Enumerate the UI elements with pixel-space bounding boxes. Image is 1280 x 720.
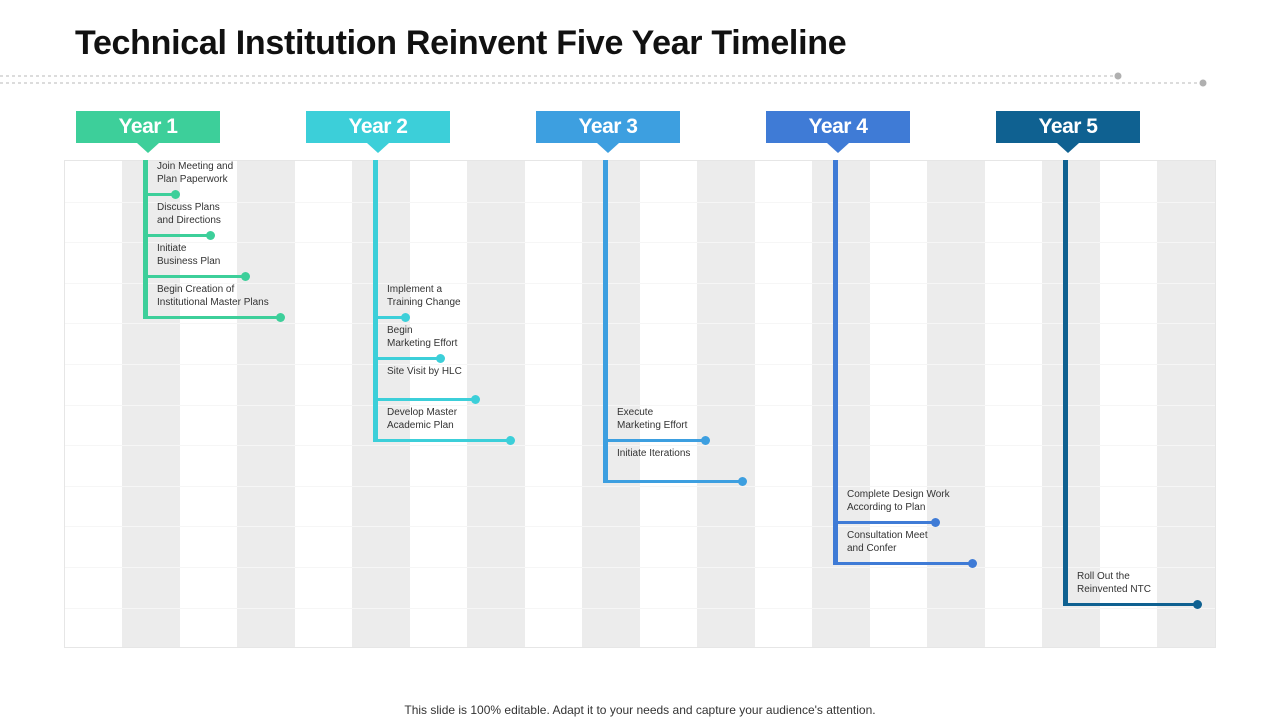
task-label: Roll Out the Reinvented NTC <box>1077 571 1151 595</box>
task-label: Complete Design Work According to Plan <box>847 489 950 513</box>
year-3-arrow <box>597 143 619 153</box>
year-3-connector <box>603 160 608 483</box>
year-5-arrow <box>1057 143 1079 153</box>
grid-row-line <box>65 282 1215 284</box>
task-label: Consultation Meet and Confer <box>847 530 928 554</box>
grid-row-line <box>65 364 1215 365</box>
timeline-grid-background <box>64 160 1216 648</box>
decorative-dotted-lines <box>0 72 1207 87</box>
task-dot <box>241 272 250 281</box>
task-label: Initiate Business Plan <box>157 243 221 267</box>
grid-stripe <box>467 161 525 647</box>
task-dot <box>471 395 480 404</box>
task-label: Join Meeting and Plan Paperwork <box>157 161 234 185</box>
grid-stripe <box>697 161 755 647</box>
task-dot <box>968 559 977 568</box>
task-bar <box>603 480 740 483</box>
year-header-2: Year 2 <box>306 111 450 143</box>
grid-stripe <box>352 161 410 647</box>
year-5-connector <box>1063 160 1068 606</box>
task-bar <box>373 398 473 401</box>
grid-row-line <box>65 567 1215 568</box>
task-dot <box>1193 600 1202 609</box>
task-dot <box>506 436 515 445</box>
task-bar <box>143 234 208 237</box>
task-dot <box>701 436 710 445</box>
grid-stripe <box>122 161 180 647</box>
task-bar <box>833 521 933 524</box>
task-label: Begin Marketing Effort <box>387 325 458 349</box>
year-header-1: Year 1 <box>76 111 220 143</box>
task-bar <box>833 562 970 565</box>
task-dot <box>171 190 180 199</box>
page-title: Technical Institution Reinvent Five Year… <box>75 24 847 62</box>
task-label: Discuss Plans and Directions <box>157 202 221 226</box>
task-dot <box>931 518 940 527</box>
grid-stripe <box>812 161 870 647</box>
task-bar <box>373 439 508 442</box>
task-dot <box>738 477 747 486</box>
task-label: Begin Creation of Institutional Master P… <box>157 284 269 308</box>
grid-stripe <box>1042 161 1100 647</box>
year-4-arrow <box>827 143 849 153</box>
year-1-arrow <box>137 143 159 153</box>
grid-row-line <box>65 323 1215 325</box>
task-bar <box>143 275 243 278</box>
task-dot <box>206 231 215 240</box>
year-header-5: Year 5 <box>996 111 1140 143</box>
task-dot <box>401 313 410 322</box>
year-2-arrow <box>367 143 389 153</box>
year-header-3: Year 3 <box>536 111 680 143</box>
task-bar <box>1063 603 1195 606</box>
grid-stripe <box>582 161 640 647</box>
task-bar <box>373 357 438 360</box>
task-label: Execute Marketing Effort <box>617 407 688 431</box>
task-bar <box>143 193 173 196</box>
footer-note: This slide is 100% editable. Adapt it to… <box>404 703 876 717</box>
year-4-connector <box>833 160 838 565</box>
grid-row-line <box>65 404 1215 406</box>
task-bar <box>143 316 278 319</box>
year-1-connector <box>143 160 148 319</box>
task-label: Site Visit by HLC <box>387 366 462 377</box>
grid-row-line <box>65 526 1215 528</box>
grid-row-line <box>65 201 1215 203</box>
task-bar <box>603 439 703 442</box>
task-dot <box>436 354 445 363</box>
task-label: Develop Master Academic Plan <box>387 407 458 431</box>
grid-stripe <box>237 161 295 647</box>
task-label: Initiate Iterations <box>617 448 691 459</box>
task-dot <box>276 313 285 322</box>
grid-stripe <box>1157 161 1215 647</box>
grid-row-line <box>65 607 1215 609</box>
year-2-connector <box>373 160 378 442</box>
grid-row-line <box>65 445 1215 447</box>
year-header-4: Year 4 <box>766 111 910 143</box>
task-label: Implement a Training Change <box>387 284 461 308</box>
grid-row-line <box>65 242 1215 244</box>
task-bar <box>373 316 403 319</box>
grid-row-line <box>65 485 1215 487</box>
